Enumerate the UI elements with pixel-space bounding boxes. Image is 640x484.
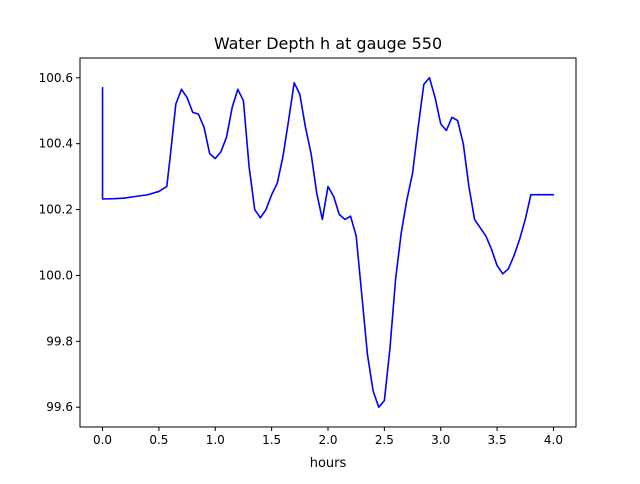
x-tick-label: 2.5 — [375, 433, 394, 447]
x-tick-label: 1.0 — [206, 433, 225, 447]
x-tick-label: 1.5 — [262, 433, 281, 447]
y-tick-label: 100.4 — [39, 137, 73, 151]
x-tick-label: 4.0 — [544, 433, 563, 447]
y-tick-label: 100.2 — [39, 203, 73, 217]
x-tick-label: 0.0 — [93, 433, 112, 447]
y-tick-label: 100.6 — [39, 71, 73, 85]
x-tick-label: 3.0 — [431, 433, 450, 447]
series-line-0 — [101, 76, 555, 409]
x-tick-label: 0.5 — [149, 433, 168, 447]
plot-frame — [79, 57, 577, 428]
x-tick-label: 3.5 — [488, 433, 507, 447]
y-tick-label: 100.0 — [39, 268, 73, 282]
y-tick-label: 99.6 — [46, 400, 73, 414]
series-layer — [101, 76, 555, 409]
x-tick-label: 2.0 — [318, 433, 337, 447]
y-tick-label: 99.8 — [46, 334, 73, 348]
x-axis-label: hours — [310, 456, 347, 471]
y-axis-ticks: 99.6 99.8 100.0 100.2 100.4 100.6 — [39, 71, 80, 414]
x-axis-ticks: 0.0 0.5 1.0 1.5 2.0 2.5 3.0 3.5 4.0 — [93, 427, 563, 447]
chart-title: Water Depth h at gauge 550 — [214, 34, 442, 53]
